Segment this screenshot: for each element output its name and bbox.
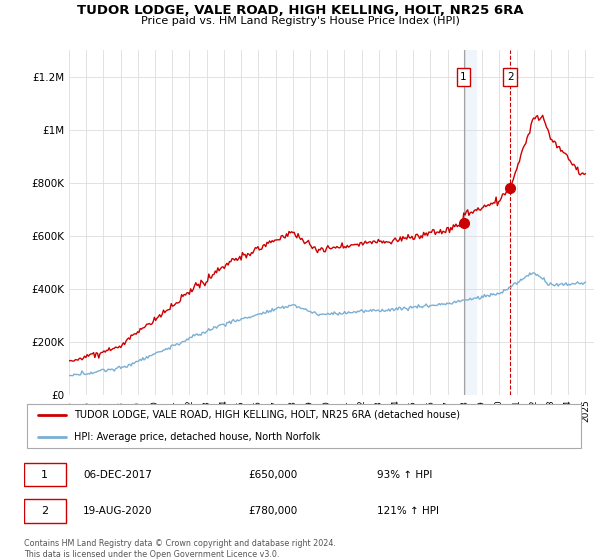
FancyBboxPatch shape bbox=[24, 500, 66, 522]
Text: 19-AUG-2020: 19-AUG-2020 bbox=[83, 506, 152, 516]
Text: £650,000: £650,000 bbox=[248, 470, 298, 479]
Text: 2: 2 bbox=[507, 72, 514, 82]
Text: 93% ↑ HPI: 93% ↑ HPI bbox=[377, 470, 433, 479]
Text: 121% ↑ HPI: 121% ↑ HPI bbox=[377, 506, 439, 516]
Text: Price paid vs. HM Land Registry's House Price Index (HPI): Price paid vs. HM Land Registry's House … bbox=[140, 16, 460, 26]
Text: TUDOR LODGE, VALE ROAD, HIGH KELLING, HOLT, NR25 6RA (detached house): TUDOR LODGE, VALE ROAD, HIGH KELLING, HO… bbox=[74, 410, 460, 420]
Text: TUDOR LODGE, VALE ROAD, HIGH KELLING, HOLT, NR25 6RA: TUDOR LODGE, VALE ROAD, HIGH KELLING, HO… bbox=[77, 4, 523, 17]
Text: 1: 1 bbox=[460, 72, 467, 82]
Text: HPI: Average price, detached house, North Norfolk: HPI: Average price, detached house, Nort… bbox=[74, 432, 321, 442]
Text: 2: 2 bbox=[41, 506, 49, 516]
Bar bbox=[464, 50, 477, 395]
FancyBboxPatch shape bbox=[24, 463, 66, 486]
Text: £780,000: £780,000 bbox=[248, 506, 298, 516]
Text: 1: 1 bbox=[41, 470, 48, 479]
FancyBboxPatch shape bbox=[27, 404, 581, 449]
Text: 06-DEC-2017: 06-DEC-2017 bbox=[83, 470, 152, 479]
Text: Contains HM Land Registry data © Crown copyright and database right 2024.
This d: Contains HM Land Registry data © Crown c… bbox=[24, 539, 336, 559]
